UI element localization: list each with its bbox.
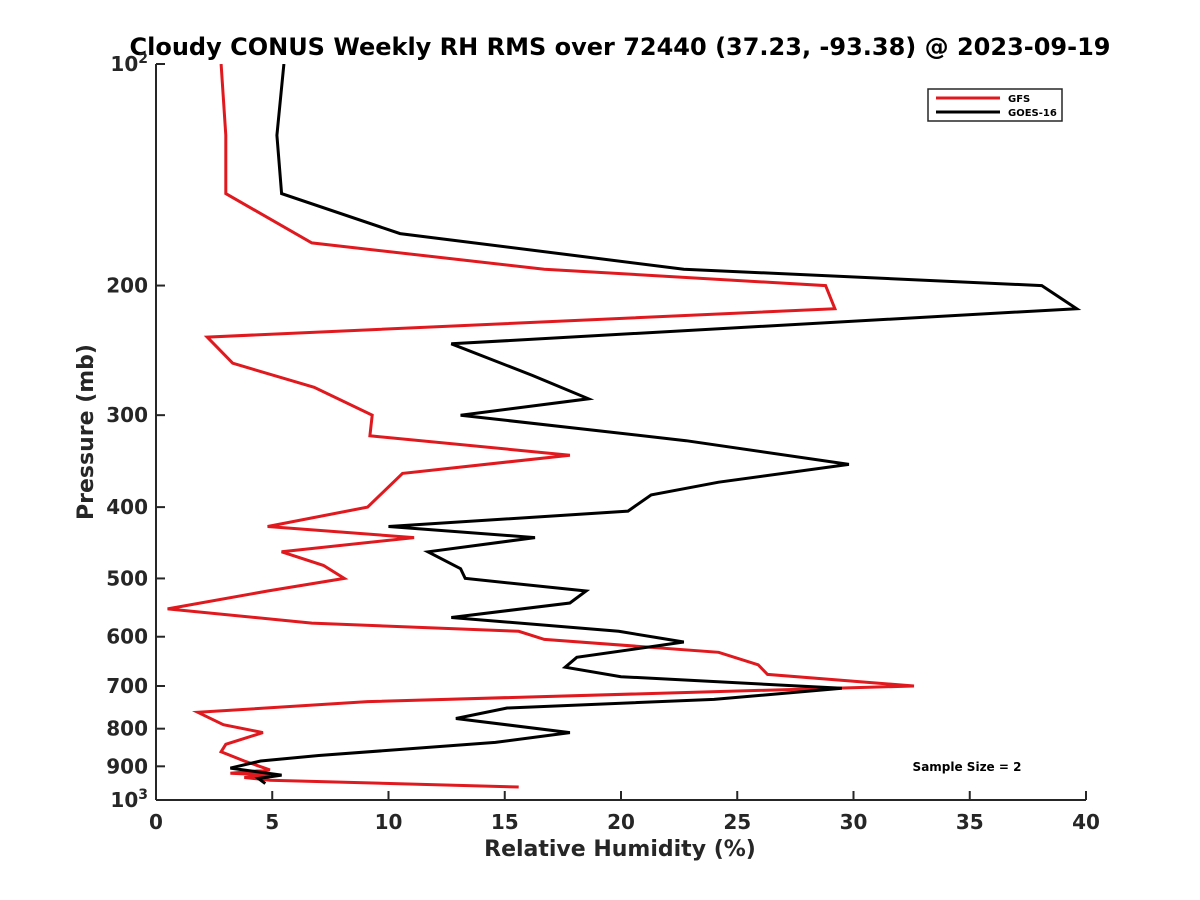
x-tick-label: 0: [149, 810, 163, 834]
x-tick-label: 40: [1072, 810, 1100, 834]
y-tick-label: 700: [106, 674, 148, 698]
sample-size-annotation: Sample Size = 2: [913, 760, 1022, 774]
x-tick-label: 25: [723, 810, 751, 834]
y-tick-label: 900: [106, 754, 148, 778]
y-tick-label: 600: [106, 625, 148, 649]
y-axis-label: Pressure (mb): [74, 344, 99, 520]
x-tick-label: 15: [491, 810, 519, 834]
y-tick-label: 103: [110, 787, 148, 812]
legend-box: [927, 88, 1063, 122]
x-tick-label: 5: [265, 810, 279, 834]
axes-layer: 0 5 10 15 20 25 30 35 40 102 200 300 400 500 600 700 800…: [106, 51, 1100, 834]
series-line-gfs: [167, 64, 915, 789]
y-tick-label: 300: [106, 403, 148, 427]
x-tick-label: 20: [607, 810, 635, 834]
chart-title: Cloudy CONUS Weekly RH RMS over 72440 (3…: [130, 33, 1111, 61]
y-tick-label: 800: [106, 717, 148, 741]
y-tick-label: 102: [110, 51, 148, 76]
y-tick-label: 200: [106, 274, 148, 298]
legend-label-gfs: GFS: [1008, 94, 1030, 105]
legend-label-goes-16: GOES-16: [1008, 108, 1057, 119]
y-tick-label: 400: [106, 495, 148, 519]
x-tick-label: 10: [375, 810, 403, 834]
series-line-goes-16: [230, 64, 1082, 785]
x-axis-label: Relative Humidity (%): [484, 837, 756, 862]
x-tick-label: 30: [840, 810, 868, 834]
legend: GFS GOES-16: [927, 88, 1063, 122]
series-layer: [167, 64, 1082, 789]
x-tick-label: 35: [956, 810, 984, 834]
y-tick-label: 500: [106, 566, 148, 590]
